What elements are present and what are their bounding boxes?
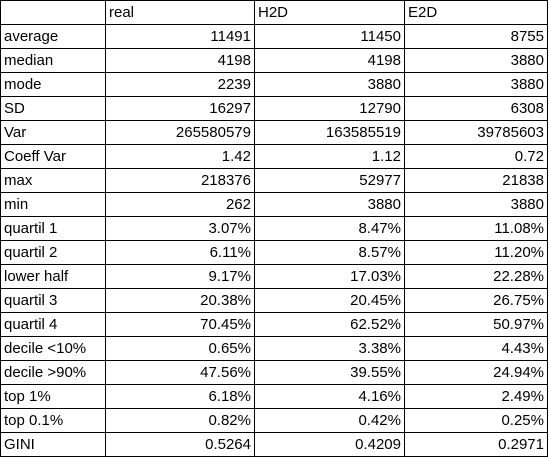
value-cell[interactable]: 0.4209 bbox=[254, 432, 405, 457]
value-cell[interactable]: 6.11% bbox=[105, 240, 255, 265]
value-cell[interactable]: 2239 bbox=[105, 72, 255, 97]
value-cell[interactable]: 20.38% bbox=[105, 288, 255, 313]
value-cell[interactable]: 26.75% bbox=[404, 288, 548, 313]
value-cell[interactable]: 0.2971 bbox=[404, 432, 548, 457]
value-cell[interactable]: 4.43% bbox=[404, 336, 548, 361]
value-cell[interactable]: 3880 bbox=[254, 192, 405, 217]
value-cell[interactable]: 1.42 bbox=[105, 144, 255, 169]
value-cell[interactable]: 17.03% bbox=[254, 264, 405, 289]
value-cell[interactable]: 21838 bbox=[404, 168, 548, 193]
value-cell[interactable]: 9.17% bbox=[105, 264, 255, 289]
value-cell[interactable]: 2.49% bbox=[404, 384, 548, 409]
table-row: min 262 3880 3880 bbox=[0, 192, 548, 217]
row-label-cell[interactable]: lower half bbox=[0, 264, 106, 289]
row-label-cell[interactable]: Var bbox=[0, 120, 106, 145]
header-row: real H2D E2D bbox=[0, 0, 548, 25]
row-label-cell[interactable]: average bbox=[0, 24, 106, 49]
value-cell[interactable]: 218376 bbox=[105, 168, 255, 193]
value-cell[interactable]: 0.5264 bbox=[105, 432, 255, 457]
value-cell[interactable]: 4198 bbox=[254, 48, 405, 73]
row-label-cell[interactable]: Coeff Var bbox=[0, 144, 106, 169]
table-row: top 1% 6.18% 4.16% 2.49% bbox=[0, 384, 548, 409]
header-cell-corner[interactable] bbox=[0, 0, 106, 25]
value-cell[interactable]: 16297 bbox=[105, 96, 255, 121]
table-row: average 11491 11450 8755 bbox=[0, 24, 548, 49]
row-label-cell[interactable]: min bbox=[0, 192, 106, 217]
value-cell[interactable]: 50.97% bbox=[404, 312, 548, 337]
row-label-cell[interactable]: GINI bbox=[0, 432, 106, 457]
table-row: quartil 3 20.38% 20.45% 26.75% bbox=[0, 288, 548, 313]
value-cell[interactable]: 24.94% bbox=[404, 360, 548, 385]
value-cell[interactable]: 11.20% bbox=[404, 240, 548, 265]
value-cell[interactable]: 0.42% bbox=[254, 408, 405, 433]
value-cell[interactable]: 47.56% bbox=[105, 360, 255, 385]
row-label-cell[interactable]: decile <10% bbox=[0, 336, 106, 361]
table-row: max 218376 52977 21838 bbox=[0, 168, 548, 193]
value-cell[interactable]: 3880 bbox=[404, 72, 548, 97]
value-cell[interactable]: 52977 bbox=[254, 168, 405, 193]
row-label-cell[interactable]: SD bbox=[0, 96, 106, 121]
value-cell[interactable]: 8.47% bbox=[254, 216, 405, 241]
value-cell[interactable]: 11450 bbox=[254, 24, 405, 49]
table-row: GINI 0.5264 0.4209 0.2971 bbox=[0, 432, 548, 457]
table-row: Coeff Var 1.42 1.12 0.72 bbox=[0, 144, 548, 169]
table-row: quartil 1 3.07% 8.47% 11.08% bbox=[0, 216, 548, 241]
value-cell[interactable]: 0.25% bbox=[404, 408, 548, 433]
value-cell[interactable]: 3880 bbox=[254, 72, 405, 97]
value-cell[interactable]: 6.18% bbox=[105, 384, 255, 409]
table-row: Var 265580579 163585519 39785603 bbox=[0, 120, 548, 145]
value-cell[interactable]: 11491 bbox=[105, 24, 255, 49]
row-label-cell[interactable]: quartil 1 bbox=[0, 216, 106, 241]
table-row: quartil 4 70.45% 62.52% 50.97% bbox=[0, 312, 548, 337]
row-label-cell[interactable]: decile >90% bbox=[0, 360, 106, 385]
value-cell[interactable]: 262 bbox=[105, 192, 255, 217]
value-cell[interactable]: 3880 bbox=[404, 192, 548, 217]
row-label-cell[interactable]: quartil 2 bbox=[0, 240, 106, 265]
row-label-cell[interactable]: max bbox=[0, 168, 106, 193]
value-cell[interactable]: 4198 bbox=[105, 48, 255, 73]
value-cell[interactable]: 8755 bbox=[404, 24, 548, 49]
value-cell[interactable]: 1.12 bbox=[254, 144, 405, 169]
table-row: median 4198 4198 3880 bbox=[0, 48, 548, 73]
value-cell[interactable]: 3880 bbox=[404, 48, 548, 73]
table-row: decile <10% 0.65% 3.38% 4.43% bbox=[0, 336, 548, 361]
table-row: mode 2239 3880 3880 bbox=[0, 72, 548, 97]
value-cell[interactable]: 265580579 bbox=[105, 120, 255, 145]
row-label-cell[interactable]: quartil 4 bbox=[0, 312, 106, 337]
row-label-cell[interactable]: top 1% bbox=[0, 384, 106, 409]
table-row: top 0.1% 0.82% 0.42% 0.25% bbox=[0, 408, 548, 433]
value-cell[interactable]: 70.45% bbox=[105, 312, 255, 337]
value-cell[interactable]: 11.08% bbox=[404, 216, 548, 241]
value-cell[interactable]: 0.65% bbox=[105, 336, 255, 361]
value-cell[interactable]: 4.16% bbox=[254, 384, 405, 409]
value-cell[interactable]: 163585519 bbox=[254, 120, 405, 145]
value-cell[interactable]: 0.82% bbox=[105, 408, 255, 433]
header-cell-h2d[interactable]: H2D bbox=[254, 0, 405, 25]
header-cell-e2d[interactable]: E2D bbox=[404, 0, 548, 25]
value-cell[interactable]: 39.55% bbox=[254, 360, 405, 385]
value-cell[interactable]: 62.52% bbox=[254, 312, 405, 337]
value-cell[interactable]: 39785603 bbox=[404, 120, 548, 145]
value-cell[interactable]: 3.38% bbox=[254, 336, 405, 361]
header-cell-real[interactable]: real bbox=[105, 0, 255, 25]
table-row: decile >90% 47.56% 39.55% 24.94% bbox=[0, 360, 548, 385]
row-label-cell[interactable]: mode bbox=[0, 72, 106, 97]
row-label-cell[interactable]: quartil 3 bbox=[0, 288, 106, 313]
table-row: SD 16297 12790 6308 bbox=[0, 96, 548, 121]
value-cell[interactable]: 12790 bbox=[254, 96, 405, 121]
table-row: lower half 9.17% 17.03% 22.28% bbox=[0, 264, 548, 289]
value-cell[interactable]: 6308 bbox=[404, 96, 548, 121]
row-label-cell[interactable]: top 0.1% bbox=[0, 408, 106, 433]
table-row: quartil 2 6.11% 8.57% 11.20% bbox=[0, 240, 548, 265]
value-cell[interactable]: 3.07% bbox=[105, 216, 255, 241]
value-cell[interactable]: 20.45% bbox=[254, 288, 405, 313]
value-cell[interactable]: 0.72 bbox=[404, 144, 548, 169]
value-cell[interactable]: 22.28% bbox=[404, 264, 548, 289]
row-label-cell[interactable]: median bbox=[0, 48, 106, 73]
value-cell[interactable]: 8.57% bbox=[254, 240, 405, 265]
